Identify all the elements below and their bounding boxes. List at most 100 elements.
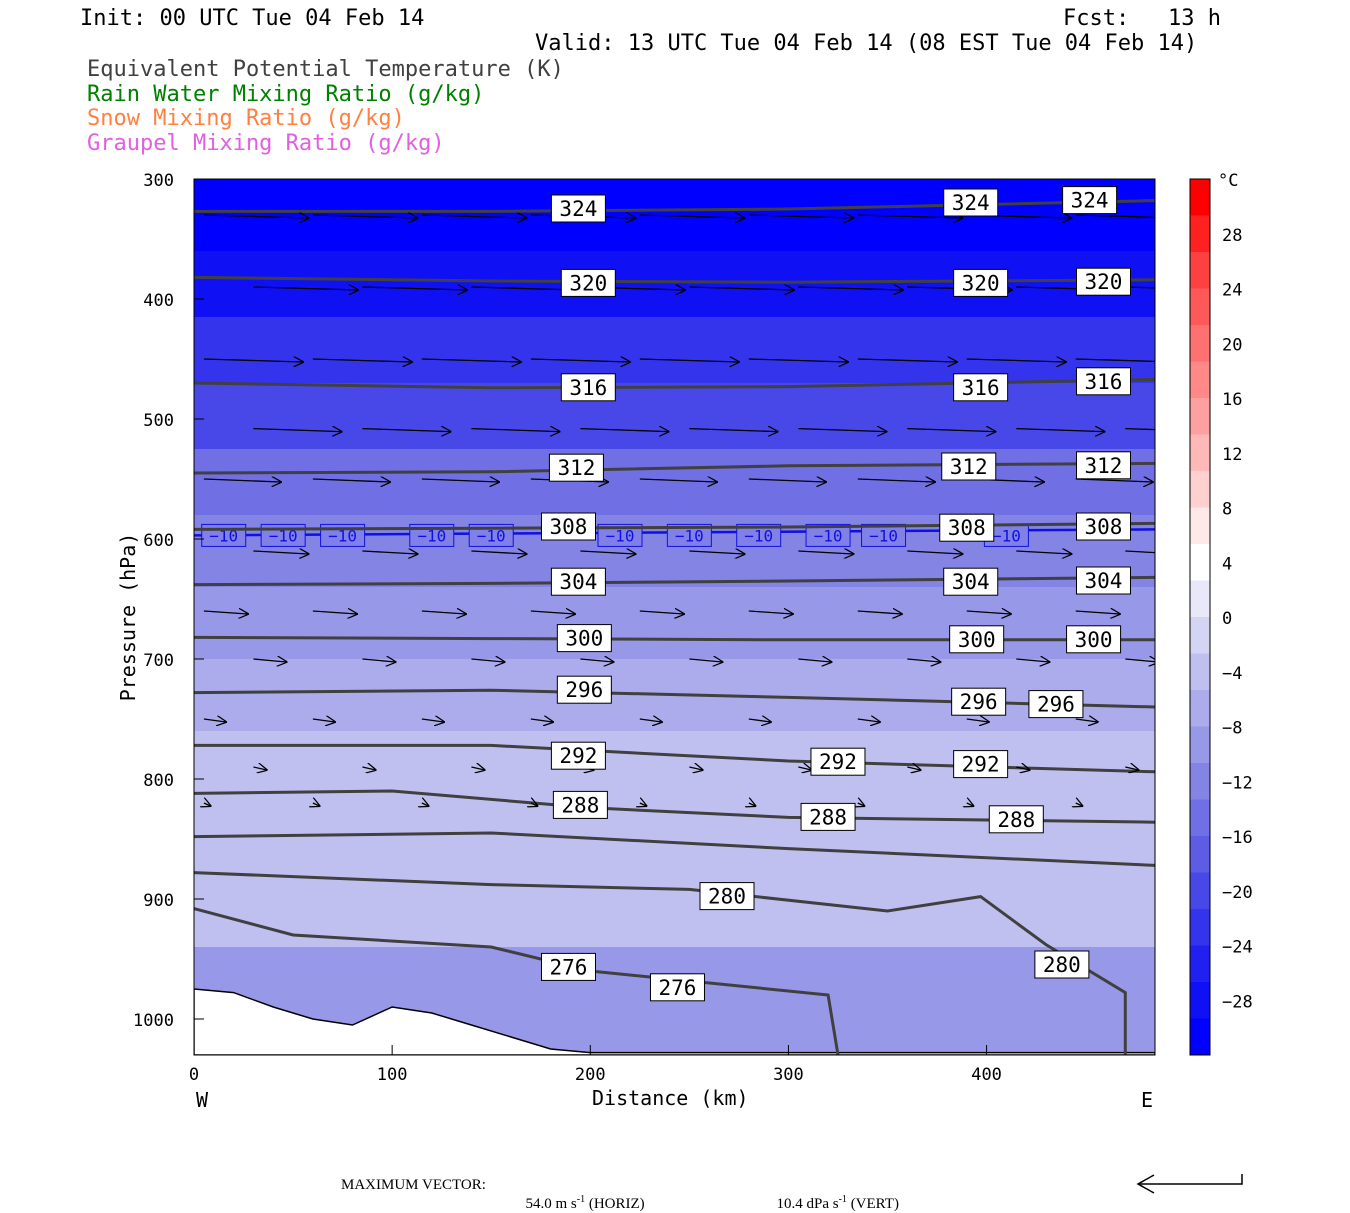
colorbar-swatch <box>1190 690 1210 727</box>
contour-label-box <box>943 188 999 217</box>
vert-value: 10.4 dPa s <box>776 1196 839 1212</box>
wind-vector <box>362 551 417 554</box>
contour-label-box <box>550 194 606 223</box>
wind-vector <box>1016 429 1104 432</box>
contour-label-box <box>1034 950 1090 979</box>
wind-vector <box>966 719 989 722</box>
wind-vector <box>204 803 211 806</box>
wind-vector <box>1125 550 1155 554</box>
wind-vector <box>422 803 429 806</box>
contour-label-box <box>1075 566 1131 595</box>
wind-vector <box>640 803 647 806</box>
temperature-band <box>194 587 1155 659</box>
wind-vector <box>907 551 962 554</box>
contour-label-box <box>548 453 604 482</box>
isotherm-label: −10 <box>328 526 357 545</box>
wind-vector <box>639 359 739 362</box>
wind-vector <box>798 551 853 554</box>
terrain-surface <box>194 988 1155 1055</box>
contour-label-280: 280 <box>708 885 746 909</box>
contour-label-300: 300 <box>1075 628 1113 652</box>
wind-vector <box>362 659 395 662</box>
colorbar-swatch <box>1190 252 1210 289</box>
contour-label-box <box>1075 367 1131 396</box>
wind-vector <box>1016 767 1029 770</box>
y-tick-label: 1000 <box>133 1011 174 1031</box>
wind-vector <box>580 659 613 662</box>
colorbar-label: −24 <box>1222 938 1253 958</box>
contour-label-288: 288 <box>809 805 847 829</box>
colorbar-swatch <box>1190 580 1210 618</box>
x-axis-title: Distance (km) <box>592 1086 749 1110</box>
isotherm-label-box <box>666 523 712 547</box>
contour-label-312: 312 <box>1085 454 1123 478</box>
init-time: Init: 00 UTC Tue 04 Feb 14 <box>80 6 425 31</box>
theta-e-contour-280 <box>194 871 1127 1055</box>
colorbar-swatch <box>1190 799 1210 837</box>
legend-rain: Rain Water Mixing Ratio (g/kg) <box>87 82 485 107</box>
wind-vector <box>1075 358 1155 363</box>
contour-label-312: 312 <box>950 455 988 479</box>
colorbar-swatch <box>1190 763 1210 800</box>
contour-label-box <box>540 512 596 541</box>
contour-label-box <box>556 675 612 704</box>
colorbar-label: 16 <box>1222 390 1242 410</box>
contour-label-box <box>941 452 997 481</box>
colorbar-swatch <box>1190 617 1210 654</box>
colorbar-swatch <box>1190 726 1210 764</box>
wind-vector <box>421 611 466 614</box>
wind-vector <box>748 359 848 362</box>
y-tick-label: 700 <box>143 651 174 671</box>
wind-vector <box>253 551 308 554</box>
x-tick-label: 100 <box>377 1065 408 1085</box>
legend-graupel: Graupel Mixing Ratio (g/kg) <box>87 131 445 156</box>
valid-time: Valid: 13 UTC Tue 04 Feb 14 (08 EST Tue … <box>535 31 1198 56</box>
wind-vector <box>580 429 668 432</box>
contour-label-320: 320 <box>569 271 607 295</box>
wind-vector <box>1016 551 1071 554</box>
wind-vector <box>966 611 1011 614</box>
wind-vector <box>530 359 630 362</box>
wind-vector <box>748 719 771 722</box>
isotherm-label: −10 <box>869 526 898 545</box>
isotherm-label: −10 <box>269 526 298 545</box>
colorbar-frame <box>1189 178 1211 1056</box>
contour-label-280: 280 <box>1043 953 1081 977</box>
temperature-band <box>194 383 1155 449</box>
contour-label-292: 292 <box>819 750 857 774</box>
wind-vector <box>253 429 341 432</box>
colorbar-swatch <box>1190 179 1210 216</box>
wind-vector <box>639 719 662 722</box>
temperature-band <box>194 179 1155 251</box>
forecast-hour: 13 h <box>1168 6 1221 31</box>
wind-vector <box>471 287 575 290</box>
wind-vector <box>1125 286 1155 289</box>
legend-snow: Snow Mixing Ratio (g/kg) <box>87 106 405 131</box>
isotherm-label: −10 <box>814 526 843 545</box>
colorbar-label: 4 <box>1222 554 1232 574</box>
colorbar-swatch <box>1190 836 1210 873</box>
wind-vector <box>857 215 963 218</box>
y-tick-label: 400 <box>143 291 174 311</box>
wind-vector <box>639 611 684 614</box>
colorbar-label: −20 <box>1222 883 1253 903</box>
contour-label-box <box>1066 625 1122 654</box>
wind-vector <box>966 359 1066 362</box>
temperature-band <box>194 251 1155 317</box>
contour-label-316: 316 <box>569 376 607 400</box>
colorbar-swatch <box>1190 653 1210 691</box>
contour-label-box <box>556 624 612 653</box>
wind-vector <box>748 215 854 218</box>
colorbar-swatch <box>1190 544 1210 581</box>
colorbar-label: 8 <box>1222 500 1232 520</box>
contour-label-box <box>1075 267 1131 296</box>
wind-vector <box>203 215 309 218</box>
wind-vector <box>312 479 390 482</box>
wind-vector <box>857 719 880 722</box>
wind-vector <box>530 611 575 614</box>
east-label: E <box>1141 1088 1154 1112</box>
contour-label-320: 320 <box>1085 270 1123 294</box>
wind-vector <box>1075 479 1153 482</box>
contour-label-316: 316 <box>962 376 1000 400</box>
